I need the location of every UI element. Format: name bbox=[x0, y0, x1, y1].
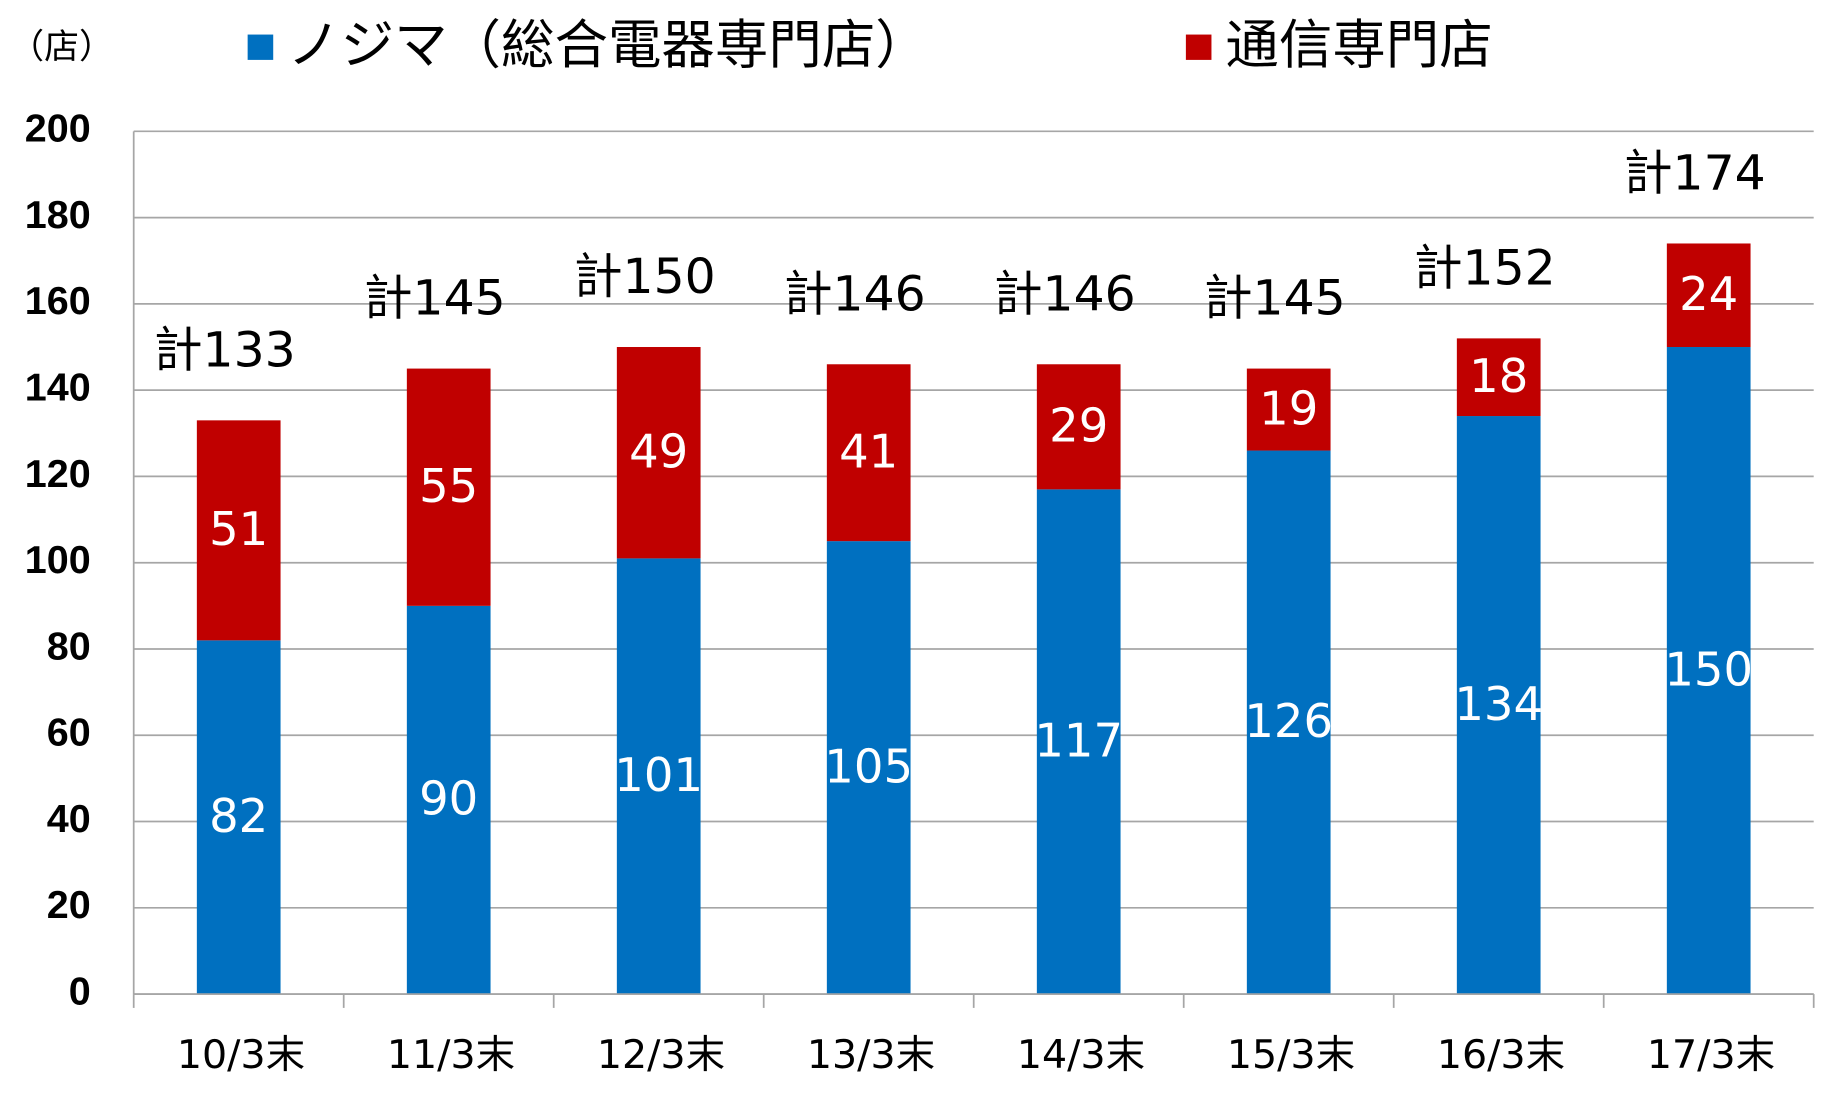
total-label: 計145 bbox=[364, 271, 506, 327]
bar-segment bbox=[196, 640, 281, 995]
y-tick-label: 40 bbox=[47, 797, 91, 841]
x-tick-label: 15/3末 bbox=[1227, 1032, 1355, 1078]
y-tick-label: 20 bbox=[47, 883, 91, 927]
total-label: 計145 bbox=[1204, 271, 1346, 327]
y-tick-label: 180 bbox=[25, 193, 91, 237]
total-label: 計174 bbox=[1624, 146, 1766, 202]
data-label: 51 bbox=[209, 502, 268, 556]
data-label: 126 bbox=[1244, 694, 1333, 748]
y-tick-label: 0 bbox=[69, 970, 91, 1014]
y-tick-label: 140 bbox=[25, 366, 91, 410]
legend-label: 通信専門店 bbox=[1225, 14, 1492, 76]
data-label: 117 bbox=[1034, 714, 1123, 768]
x-tick-label: 16/3末 bbox=[1437, 1032, 1565, 1078]
bar-segment bbox=[616, 347, 701, 559]
data-label: 55 bbox=[419, 459, 478, 513]
bar-segment bbox=[616, 558, 701, 995]
y-tick-label: 120 bbox=[25, 452, 91, 496]
bar-segment bbox=[1666, 243, 1751, 348]
total-label: 計146 bbox=[994, 267, 1136, 323]
data-label: 82 bbox=[209, 789, 268, 843]
data-label: 19 bbox=[1259, 382, 1318, 436]
y-tick-label: 200 bbox=[25, 107, 91, 151]
data-label: 105 bbox=[824, 740, 913, 794]
bar-segment bbox=[406, 605, 491, 995]
legend-swatch bbox=[1185, 34, 1212, 60]
bar-segment bbox=[826, 364, 911, 542]
bar-segment bbox=[826, 541, 911, 995]
bar-segment bbox=[1456, 338, 1541, 417]
data-label: 101 bbox=[614, 748, 703, 802]
x-tick-label: 11/3末 bbox=[387, 1032, 515, 1078]
data-label: 49 bbox=[629, 425, 688, 479]
y-axis-unit: （店） bbox=[9, 27, 114, 67]
legend-swatch bbox=[247, 34, 274, 60]
data-label: 150 bbox=[1664, 642, 1753, 696]
bar-segment bbox=[1246, 450, 1331, 995]
bar-segment bbox=[1456, 416, 1541, 995]
total-label: 計150 bbox=[574, 249, 716, 305]
data-label: 29 bbox=[1049, 399, 1108, 453]
data-label: 24 bbox=[1679, 267, 1738, 321]
bar-segment bbox=[406, 368, 491, 606]
data-label: 134 bbox=[1454, 677, 1543, 731]
total-label: 計133 bbox=[154, 323, 296, 379]
y-tick-label: 100 bbox=[25, 538, 91, 582]
x-tick-label: 10/3末 bbox=[177, 1032, 305, 1078]
bar-segment bbox=[1036, 364, 1121, 490]
bar-segment bbox=[1666, 347, 1751, 995]
bar-segment bbox=[1036, 489, 1121, 995]
x-tick-label: 14/3末 bbox=[1017, 1032, 1145, 1078]
x-tick-label: 12/3末 bbox=[597, 1032, 725, 1078]
y-tick-label: 60 bbox=[47, 711, 91, 755]
data-label: 41 bbox=[839, 425, 898, 479]
bar-segment bbox=[1246, 368, 1331, 451]
x-tick-label: 17/3末 bbox=[1647, 1032, 1775, 1078]
data-label: 18 bbox=[1469, 349, 1528, 403]
y-tick-label: 80 bbox=[47, 624, 91, 668]
x-tick-label: 13/3末 bbox=[807, 1032, 935, 1078]
data-label: 90 bbox=[419, 772, 478, 826]
legend-label: ノジマ（総合電器専門店） bbox=[287, 14, 929, 76]
total-label: 計152 bbox=[1414, 241, 1556, 297]
y-tick-label: 160 bbox=[25, 279, 91, 323]
total-label: 計146 bbox=[784, 267, 926, 323]
bar-segment bbox=[196, 420, 281, 641]
